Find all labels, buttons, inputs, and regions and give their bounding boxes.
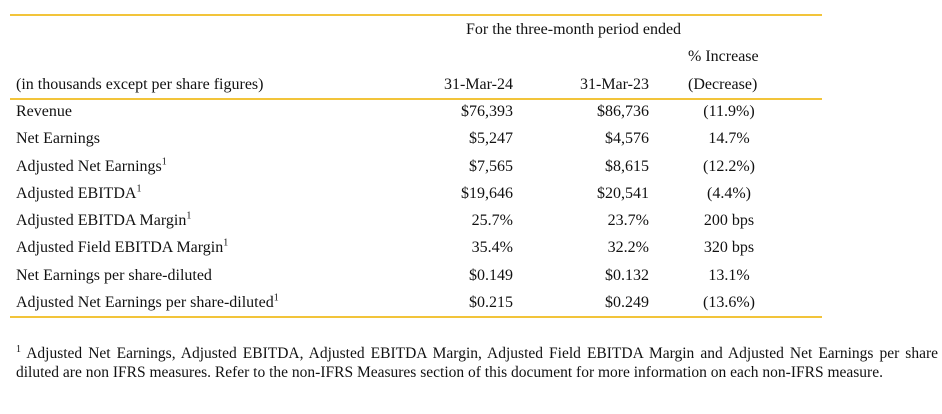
table-row: Adjusted Net Earnings per share-diluted1… — [16, 292, 822, 319]
table-row: Net Earnings $5,247 $4,576 14.7% — [16, 128, 822, 155]
value-2023: $0.249 — [605, 294, 649, 312]
table-row: Adjusted EBITDA Margin1 25.7% 23.7% 200 … — [16, 210, 822, 237]
value-change: 14.7% — [708, 130, 750, 148]
row-label: Net Earnings per share-diluted — [16, 266, 212, 284]
value-2023: $86,736 — [597, 103, 649, 120]
table-row: Adjusted Net Earnings1 $7,565 $8,615 (12… — [16, 156, 822, 183]
value-2023: $8,615 — [605, 157, 649, 175]
value-2024: $7,565 — [469, 157, 513, 175]
footnote: 1 Adjusted Net Earnings, Adjusted EBITDA… — [16, 344, 938, 382]
header-rule — [10, 98, 822, 100]
column-header-2024: 31-Mar-24 — [444, 76, 513, 93]
value-2023: $4,576 — [605, 130, 649, 148]
value-2024: $76,393 — [461, 103, 513, 120]
table-row: Adjusted Field EBITDA Margin1 35.4% 32.2… — [16, 237, 822, 264]
change-header-line2: (Decrease) — [688, 76, 758, 93]
value-change: (4.4%) — [707, 184, 751, 202]
value-2024: $5,247 — [469, 130, 513, 148]
value-2023: 32.2% — [607, 239, 649, 257]
row-label: Revenue — [16, 103, 72, 120]
table-row: Revenue $76,393 $86,736 (11.9%) — [16, 101, 822, 128]
period-caption: For the three-month period ended — [466, 21, 682, 38]
value-change: (11.9%) — [703, 103, 755, 120]
value-2024: $0.215 — [469, 294, 513, 312]
value-2023: $20,541 — [597, 184, 649, 202]
value-2023: 23.7% — [607, 212, 649, 230]
value-2024: 35.4% — [471, 239, 513, 257]
footnote-text: Adjusted Net Earnings, Adjusted EBITDA, … — [16, 345, 938, 381]
table-row: Net Earnings per share-diluted $0.149 $0… — [16, 265, 822, 292]
table-top-rule — [10, 14, 822, 16]
row-label: Adjusted Net Earnings1 — [16, 156, 167, 175]
row-label: Adjusted Field EBITDA Margin1 — [16, 238, 229, 257]
value-change: 200 bps — [703, 212, 755, 230]
column-header-2023: 31-Mar-23 — [580, 76, 649, 93]
value-2024: $0.149 — [469, 266, 513, 284]
value-change: 13.1% — [708, 266, 750, 284]
footnote-marker: 1 — [16, 343, 21, 355]
value-change: (13.6%) — [703, 294, 755, 312]
row-label: Adjusted Net Earnings per share-diluted1 — [16, 292, 279, 312]
change-header-line1: % Increase — [688, 48, 759, 65]
row-label: Adjusted EBITDA Margin1 — [16, 210, 192, 230]
value-change: (12.2%) — [703, 157, 755, 175]
units-caption: (in thousands except per share figures) — [16, 76, 264, 93]
value-2024: $19,646 — [461, 184, 513, 202]
financial-table: Revenue $76,393 $86,736 (11.9%) Net Earn… — [16, 101, 822, 319]
row-label: Adjusted EBITDA1 — [16, 183, 142, 202]
table-bottom-rule — [10, 316, 822, 318]
table-row: Adjusted EBITDA1 $19,646 $20,541 (4.4%) — [16, 183, 822, 210]
row-label: Net Earnings — [16, 130, 100, 148]
value-2024: 25.7% — [471, 212, 513, 230]
value-2023: $0.132 — [605, 266, 649, 284]
value-change: 320 bps — [703, 239, 755, 257]
